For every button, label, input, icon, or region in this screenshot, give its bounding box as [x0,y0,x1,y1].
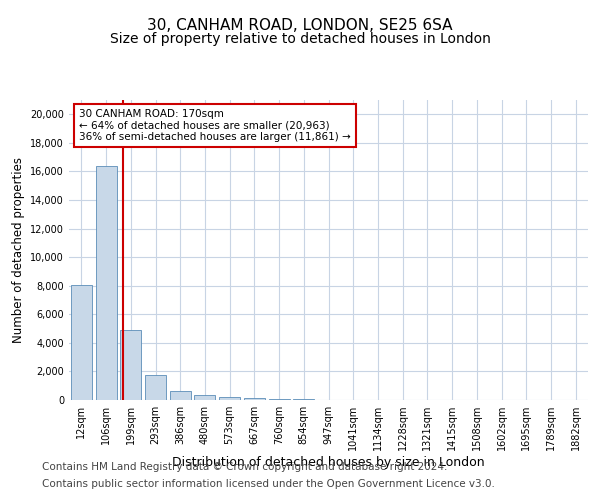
Bar [194,394,215,400]
Bar [219,396,240,400]
Y-axis label: Number of detached properties: Number of detached properties [12,157,25,343]
Bar [71,285,92,400]
Bar [170,390,191,400]
Bar [244,398,265,400]
Text: 30, CANHAM ROAD, LONDON, SE25 6SA: 30, CANHAM ROAD, LONDON, SE25 6SA [147,18,453,32]
Text: 30 CANHAM ROAD: 170sqm
← 64% of detached houses are smaller (20,963)
36% of semi: 30 CANHAM ROAD: 170sqm ← 64% of detached… [79,109,351,142]
Text: Size of property relative to detached houses in London: Size of property relative to detached ho… [110,32,490,46]
Bar [120,330,141,400]
X-axis label: Distribution of detached houses by size in London: Distribution of detached houses by size … [172,456,485,469]
Bar [269,398,290,400]
Text: Contains public sector information licensed under the Open Government Licence v3: Contains public sector information licen… [42,479,495,489]
Text: Contains HM Land Registry data © Crown copyright and database right 2024.: Contains HM Land Registry data © Crown c… [42,462,448,472]
Bar [293,399,314,400]
Bar [95,166,116,400]
Bar [145,375,166,400]
